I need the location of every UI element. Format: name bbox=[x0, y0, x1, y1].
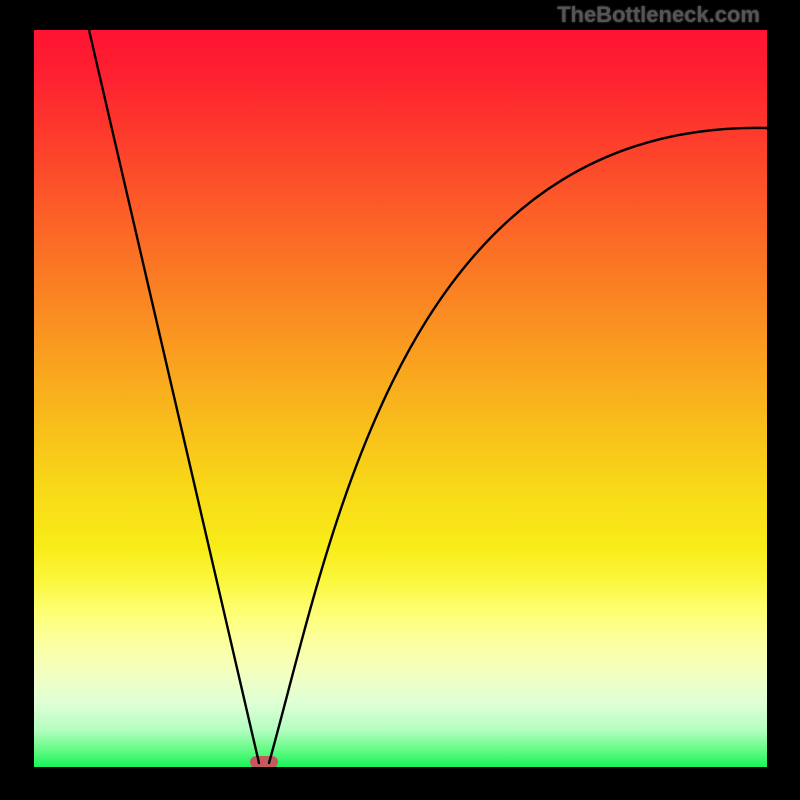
marker-group bbox=[250, 756, 278, 767]
bottleneck-marker bbox=[250, 756, 278, 767]
watermark-text: TheBottleneck.com bbox=[557, 2, 760, 28]
plot-area bbox=[34, 30, 767, 767]
chart-container: TheBottleneck.com bbox=[0, 0, 800, 800]
plot-svg bbox=[34, 30, 767, 767]
